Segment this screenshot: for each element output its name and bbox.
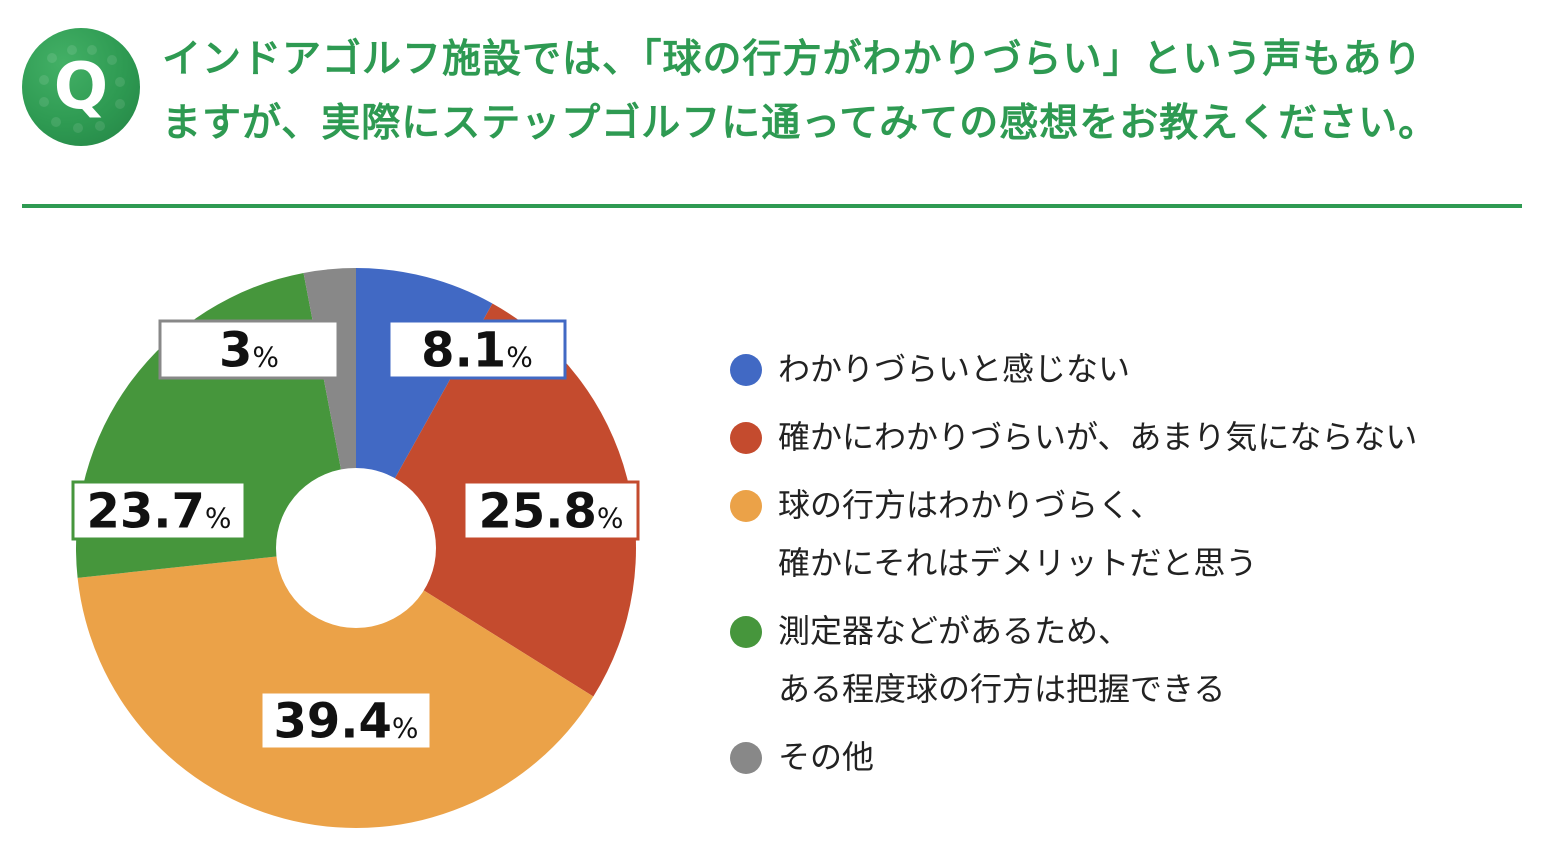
data-label-box-4	[71, 480, 247, 541]
donut-hole	[276, 468, 436, 628]
data-label-3: 39.4%	[259, 690, 433, 751]
question-line-2: ますが、実際にステップゴルフに通ってみての感想をお教えください。	[162, 101, 1439, 146]
legend-label: 測定器などがあるため、	[778, 612, 1131, 650]
chart-legend: わかりづらいと感じない 確かにわかりづらいが、あまり気にならない 球の行方はわかりづ…	[730, 340, 1530, 796]
data-label-text-5: 3%	[219, 323, 279, 379]
legend-color-dot	[730, 616, 762, 648]
pie-slice-3	[77, 548, 594, 828]
question-badge: Q	[22, 28, 140, 146]
data-label-text-2: 25.8%	[478, 484, 623, 540]
data-label-box-3	[259, 690, 433, 751]
legend-item-3: 球の行方はわかりづらく、確かにそれはデメリットだと思う	[730, 476, 1530, 592]
data-label-box-2	[462, 480, 640, 541]
legend-label: わかりづらいと感じない	[778, 350, 1131, 388]
data-label-2: 25.8%	[462, 480, 640, 541]
question-text: インドアゴルフ施設では、「球の行方がわかりづらい」という声もあり ますが、実際に…	[162, 28, 1532, 156]
question-badge-letter: Q	[53, 50, 109, 124]
legend-label: 球の行方はわかりづらく、	[778, 486, 1163, 524]
legend-item-2: 確かにわかりづらいが、あまり気にならない	[730, 408, 1530, 466]
data-label-5: 3%	[158, 319, 340, 380]
data-label-text-3: 39.4%	[273, 694, 418, 750]
legend-label: その他	[778, 738, 875, 776]
legend-label: 確かにわかりづらいが、あまり気にならない	[778, 418, 1418, 456]
data-label-box-1	[387, 319, 567, 380]
legend-color-dot	[730, 742, 762, 774]
legend-color-dot	[730, 490, 762, 522]
legend-item-1: わかりづらいと感じない	[730, 340, 1530, 398]
legend-label: 確かにそれはデメリットだと思う	[778, 544, 1258, 582]
golf-ball-dimples-icon	[39, 45, 125, 133]
legend-item-4: 測定器などがあるため、ある程度球の行方は把握できる	[730, 602, 1530, 718]
legend-color-dot	[730, 354, 762, 386]
data-label-4: 23.7%	[71, 480, 247, 541]
legend-item-5: その他	[730, 728, 1530, 786]
data-label-text-4: 23.7%	[86, 484, 231, 540]
data-label-text-1: 8.1%	[421, 323, 533, 379]
section-divider	[22, 204, 1522, 208]
legend-label: ある程度球の行方は把握できる	[778, 670, 1226, 708]
question-line-1: インドアゴルフ施設では、「球の行方がわかりづらい」という声もあり	[162, 37, 1423, 82]
data-label-1: 8.1%	[387, 319, 567, 380]
donut-chart: 8.1% 25.8% 39.4% 23.7% 3%	[71, 268, 640, 828]
data-label-box-5	[158, 319, 340, 380]
legend-color-dot	[730, 422, 762, 454]
